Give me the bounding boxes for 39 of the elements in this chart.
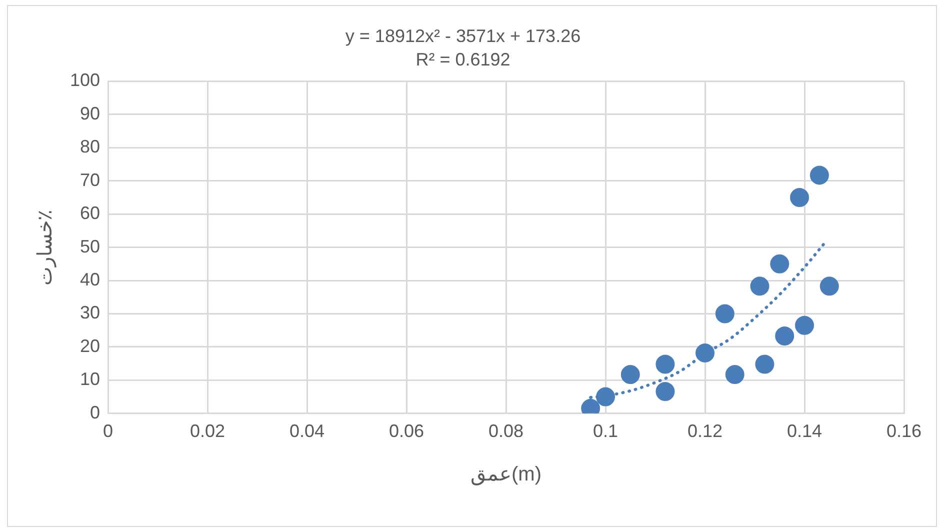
- point: [810, 166, 829, 185]
- point: [790, 188, 810, 207]
- point: [750, 276, 770, 296]
- point: [696, 343, 715, 362]
- x-tick-label: 0.14: [786, 421, 822, 442]
- chart-subtitle: R² = 0.6192: [416, 49, 510, 70]
- y-tick-label: 10: [80, 369, 100, 390]
- y-tick-label: 50: [80, 236, 100, 256]
- y-axis-title: خسارت٪: [34, 209, 57, 286]
- point: [656, 354, 675, 374]
- y-tick-label: 0: [90, 402, 100, 422]
- x-tick-label: 0.16: [886, 421, 922, 442]
- point: [795, 316, 814, 335]
- point: [820, 276, 839, 296]
- x-tick-label: 0.08: [488, 421, 524, 442]
- x-tick-label: 0.12: [687, 421, 723, 442]
- point: [596, 387, 616, 406]
- x-axis-title: عمق(m): [470, 464, 542, 486]
- x-tick-label: 0.06: [388, 421, 424, 442]
- y-tick-label: 20: [80, 336, 100, 356]
- x-tick-label: 0.04: [290, 421, 325, 442]
- point: [770, 254, 790, 274]
- y-tick-label: 90: [80, 103, 100, 124]
- x-tick-label: 0.1: [592, 421, 618, 442]
- y-tick-label: 70: [80, 170, 100, 190]
- y-tick-label: 30: [80, 302, 100, 323]
- y-tick-label: 60: [80, 203, 100, 224]
- point: [656, 382, 675, 401]
- point: [715, 304, 734, 324]
- point: [755, 354, 774, 374]
- point: [775, 326, 794, 346]
- chart-title: y = 18912x² - 3571x + 173.26: [345, 26, 581, 46]
- y-tick-label: 100: [70, 70, 100, 90]
- y-tick-label: 40: [80, 269, 100, 290]
- x-tick-label: 0.02: [190, 421, 226, 442]
- x-tick-label: 0: [103, 421, 114, 442]
- point: [725, 365, 744, 384]
- y-tick-label: 80: [80, 136, 100, 157]
- point: [620, 365, 640, 384]
